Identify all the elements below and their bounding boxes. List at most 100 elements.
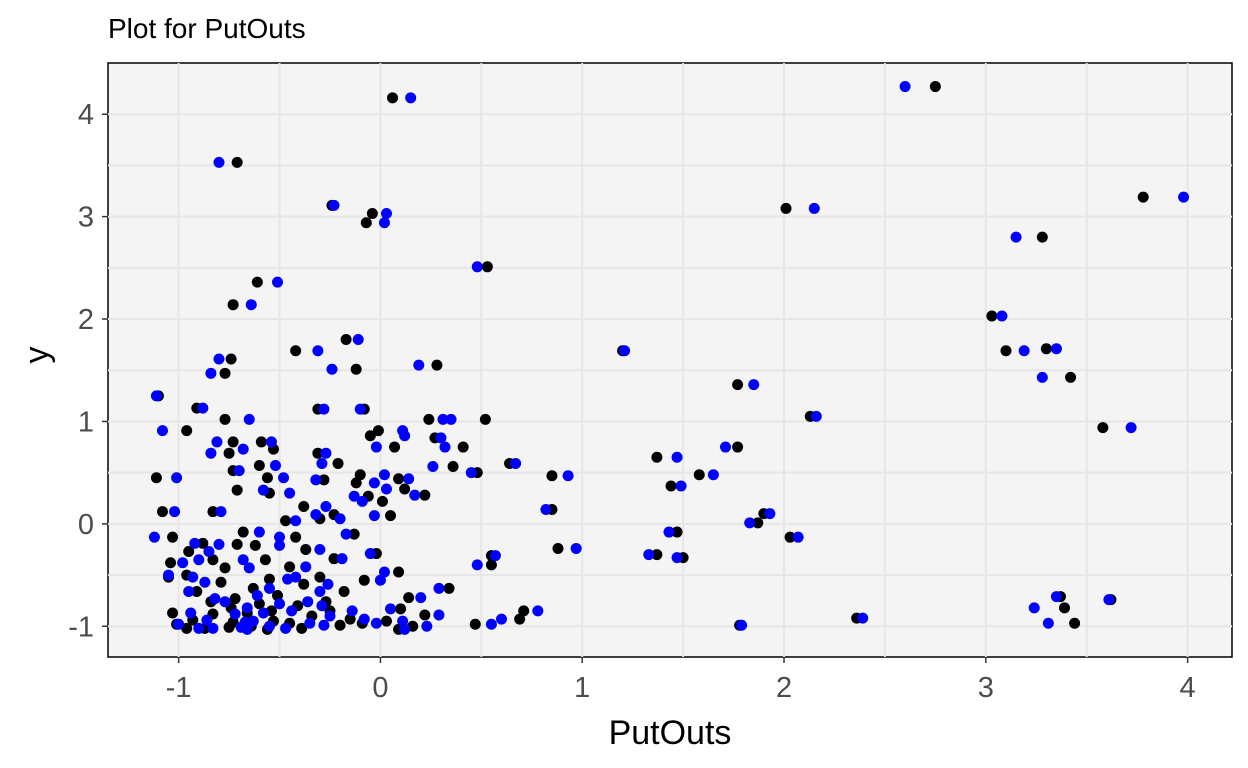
data-point (304, 617, 316, 629)
data-point (251, 590, 263, 602)
data-point (1018, 345, 1030, 357)
data-point (205, 447, 217, 459)
data-point (225, 353, 237, 365)
data-point (326, 363, 338, 375)
data-point (156, 506, 168, 518)
data-point (334, 513, 346, 525)
data-point (251, 276, 263, 288)
data-point (764, 508, 776, 520)
data-point (274, 531, 286, 543)
data-point (372, 425, 384, 437)
data-point (185, 607, 197, 619)
data-point (298, 578, 310, 590)
data-point (380, 615, 392, 627)
data-point (479, 413, 491, 425)
data-point (732, 441, 744, 453)
data-point (368, 477, 380, 489)
data-point (253, 459, 265, 471)
data-point (213, 538, 225, 550)
data-point (570, 542, 582, 554)
data-point (169, 506, 181, 518)
data-point (296, 622, 308, 634)
data-point (187, 571, 199, 583)
data-point (1065, 371, 1077, 383)
data-point (314, 571, 326, 583)
data-point (496, 613, 508, 625)
data-point (693, 469, 705, 481)
data-point (348, 490, 360, 502)
data-point (481, 261, 493, 273)
data-point (183, 585, 195, 597)
data-point (261, 472, 273, 484)
data-point (298, 500, 310, 512)
data-point (1103, 594, 1115, 606)
data-point (469, 618, 481, 630)
data-point (1050, 591, 1062, 603)
data-point (929, 81, 941, 93)
x-tick-label: 0 (372, 672, 388, 704)
data-point (193, 554, 205, 566)
data-point (447, 461, 459, 473)
data-point (300, 561, 312, 573)
data-point (209, 593, 221, 605)
data-point (445, 413, 457, 425)
data-point (395, 603, 407, 615)
data-point (163, 569, 175, 581)
data-point (443, 582, 455, 594)
data-point (423, 413, 435, 425)
data-point (1059, 602, 1071, 614)
data-point (227, 436, 239, 448)
data-point (280, 622, 292, 634)
data-point (1028, 602, 1040, 614)
data-point (419, 609, 431, 621)
data-point (435, 432, 447, 444)
data-point (310, 474, 322, 486)
data-point (302, 596, 314, 608)
data-point (253, 526, 265, 538)
x-axis-label: PutOuts (609, 714, 732, 752)
data-point (671, 526, 683, 538)
data-point (376, 495, 388, 507)
data-point (368, 510, 380, 522)
data-point (385, 510, 397, 522)
data-point (350, 363, 362, 375)
data-point (320, 447, 332, 459)
data-point (518, 605, 530, 617)
data-point (399, 623, 411, 635)
data-point (403, 473, 415, 485)
data-point (231, 538, 243, 550)
data-point (207, 554, 219, 566)
data-point (1042, 617, 1054, 629)
data-point (231, 156, 243, 168)
x-tick-label: 3 (978, 672, 994, 704)
data-point (366, 208, 378, 220)
data-point (316, 600, 328, 612)
x-tick-label: -1 (166, 672, 192, 704)
data-point (167, 531, 179, 543)
data-point (219, 562, 231, 574)
data-point (243, 562, 255, 574)
data-point (247, 615, 259, 627)
data-point (173, 618, 185, 630)
data-point (540, 504, 552, 516)
data-point (320, 500, 332, 512)
data-point (310, 509, 322, 521)
data-point (191, 585, 203, 597)
data-point (183, 546, 195, 558)
data-point (263, 582, 275, 594)
data-point (389, 441, 401, 453)
data-point (278, 472, 290, 484)
y-tick-label: 2 (78, 304, 94, 336)
data-point (510, 457, 522, 469)
data-point (290, 531, 302, 543)
data-point (211, 436, 223, 448)
data-point (1125, 422, 1137, 434)
data-point (792, 531, 804, 543)
data-point (1040, 343, 1052, 355)
data-point (314, 543, 326, 555)
data-point (663, 526, 675, 538)
data-point (471, 559, 483, 571)
data-point (201, 614, 213, 626)
data-point (393, 473, 405, 485)
data-point (237, 443, 249, 455)
